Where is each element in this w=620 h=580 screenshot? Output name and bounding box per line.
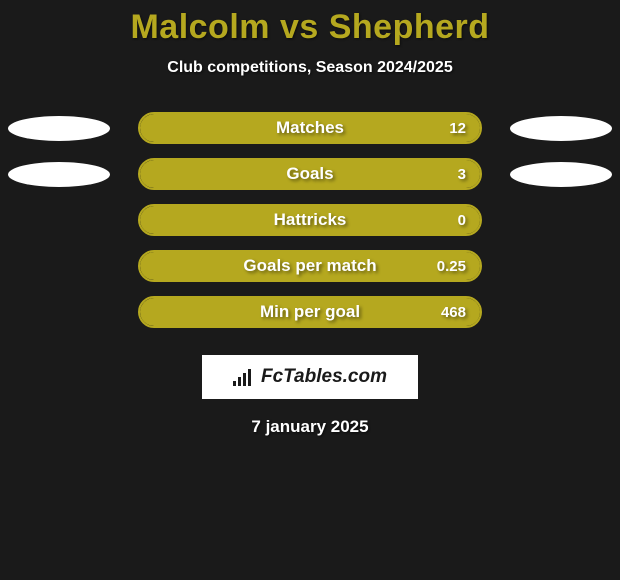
stat-row: Goals per match0.25 <box>0 243 620 289</box>
stat-value: 3 <box>458 166 466 183</box>
stat-label: Matches <box>140 118 480 138</box>
stat-row: Min per goal468 <box>0 289 620 335</box>
player-left-mark <box>8 162 110 187</box>
stat-label: Goals <box>140 164 480 184</box>
page-title: Malcolm vs Shepherd <box>0 8 620 47</box>
stat-label: Hattricks <box>140 210 480 230</box>
stat-row: Hattricks0 <box>0 197 620 243</box>
player-left-mark <box>8 116 110 141</box>
subtitle: Club competitions, Season 2024/2025 <box>0 59 620 77</box>
stat-row: Goals3 <box>0 151 620 197</box>
stat-label: Min per goal <box>140 302 480 322</box>
stat-value: 0.25 <box>437 258 466 275</box>
stat-bar: Min per goal468 <box>138 296 482 328</box>
stat-value: 12 <box>449 120 466 137</box>
stat-value: 0 <box>458 212 466 229</box>
fctables-logo[interactable]: FcTables.com <box>202 355 418 399</box>
player-right-mark <box>510 162 612 187</box>
stat-value: 468 <box>441 304 466 321</box>
stat-bar: Hattricks0 <box>138 204 482 236</box>
comparison-widget: Malcolm vs Shepherd Club competitions, S… <box>0 0 620 437</box>
stat-bar: Matches12 <box>138 112 482 144</box>
stat-bar: Goals per match0.25 <box>138 250 482 282</box>
bar-chart-icon <box>233 368 255 386</box>
stat-bar: Goals3 <box>138 158 482 190</box>
stat-label: Goals per match <box>140 256 480 276</box>
date-label: 7 january 2025 <box>0 417 620 437</box>
player-right-mark <box>510 116 612 141</box>
stats-list: Matches12 Goals3 Hattricks0 Goals per match… <box>0 105 620 335</box>
stat-row: Matches12 <box>0 105 620 151</box>
logo-text: FcTables.com <box>261 366 387 388</box>
